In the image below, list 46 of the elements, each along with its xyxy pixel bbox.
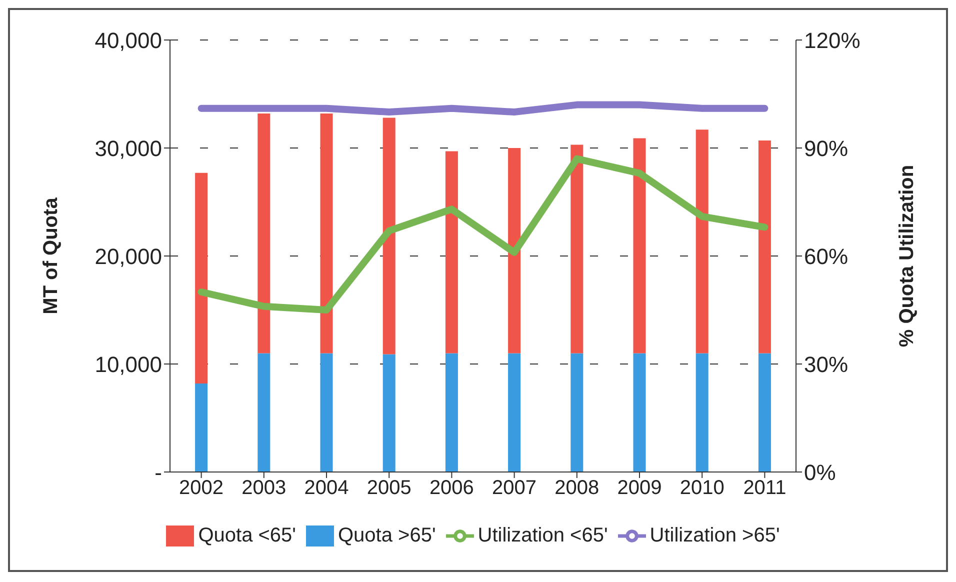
x-tick-label: 2008 xyxy=(554,477,600,500)
y2-tick-label: 30% xyxy=(804,352,848,377)
bar xyxy=(258,353,270,472)
bar xyxy=(445,151,458,354)
y-tick-label: 10,000 xyxy=(94,352,162,377)
y2-tick-label: 120% xyxy=(804,28,860,53)
bar xyxy=(382,118,396,354)
bar xyxy=(758,140,771,354)
bar xyxy=(633,353,646,472)
x-tick-label: 2003 xyxy=(242,477,286,500)
x-tick-label: 2011 xyxy=(743,477,786,500)
y-axis-title: MT of Quota xyxy=(40,196,62,314)
x-tick-label: 2010 xyxy=(680,477,724,500)
x-tick-label: 2004 xyxy=(304,477,349,500)
y2-tick-label: 0% xyxy=(804,460,836,485)
x-tick-label: 2006 xyxy=(429,477,474,500)
y2-tick-label: 90% xyxy=(804,136,848,161)
y-tick-label: 40,000 xyxy=(94,28,162,53)
legend-label: Utilization <65' xyxy=(478,524,608,546)
bar xyxy=(696,130,708,354)
y-tick-label: - xyxy=(154,460,162,485)
legend-label: Quota <65' xyxy=(198,524,296,546)
x-tick-label: 2009 xyxy=(617,477,662,500)
y2-axis-title: % Quota Utilization xyxy=(896,164,918,348)
bar xyxy=(320,113,333,354)
x-tick-label: 2002 xyxy=(179,477,224,500)
legend-label: Utilization >65' xyxy=(650,524,780,546)
bar xyxy=(382,354,396,472)
bar xyxy=(508,353,521,472)
bar xyxy=(195,383,208,472)
bar xyxy=(758,353,771,472)
bar xyxy=(195,172,208,384)
bar xyxy=(445,353,458,472)
bar xyxy=(258,113,270,354)
bar xyxy=(633,138,646,354)
y2-tick-label: 60% xyxy=(804,244,848,269)
bar xyxy=(570,353,584,472)
y-tick-label: 30,000 xyxy=(94,136,162,161)
x-tick-label: 2005 xyxy=(366,477,412,500)
bar xyxy=(508,148,521,354)
bar xyxy=(696,353,708,472)
x-tick-label: 2007 xyxy=(492,477,537,500)
legend-label: Quota >65' xyxy=(338,524,436,546)
y-tick-label: 20,000 xyxy=(94,244,162,269)
bar xyxy=(570,144,584,354)
bar xyxy=(320,353,333,472)
